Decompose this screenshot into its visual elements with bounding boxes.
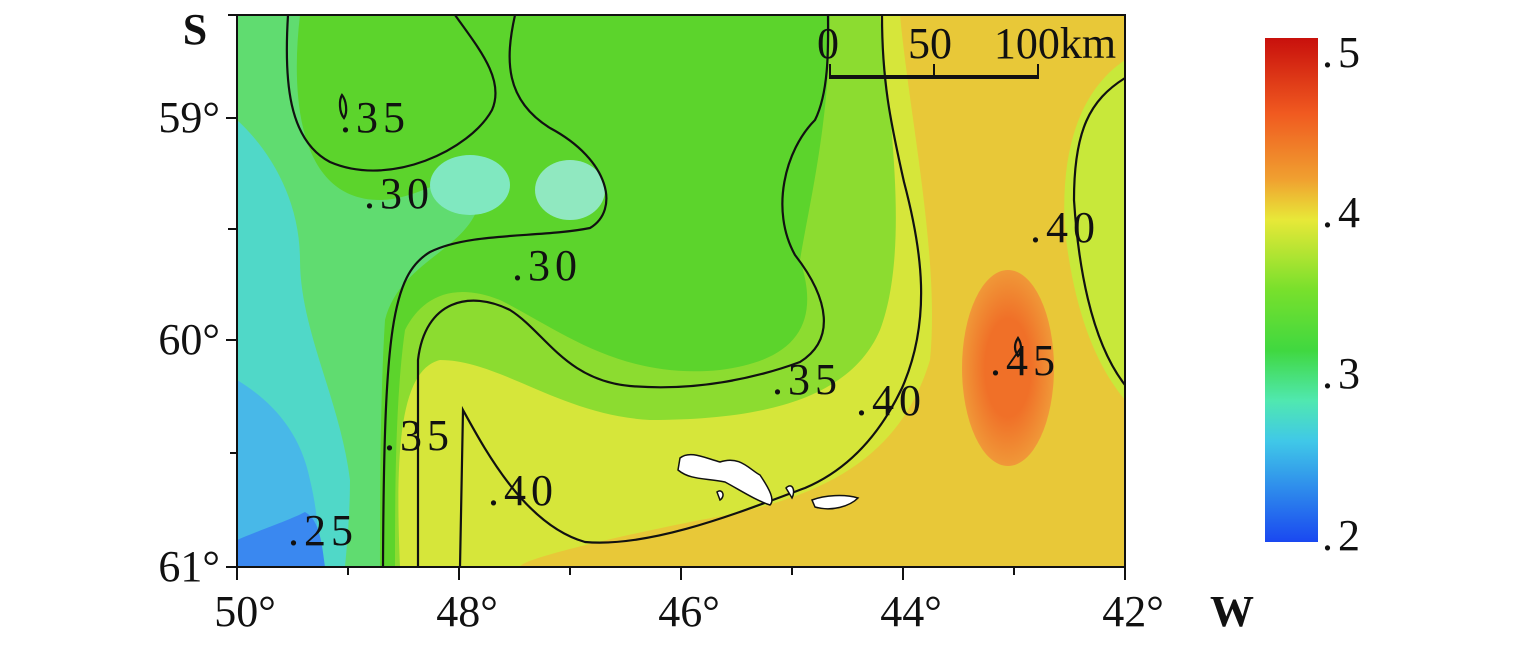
x-unit: W xyxy=(1210,587,1254,636)
y-unit: S xyxy=(183,5,207,54)
contour-label: .40 xyxy=(856,376,926,425)
x-tick-label: 42° xyxy=(1102,587,1164,636)
contour-label: .40 xyxy=(488,466,558,515)
colorbar-label: .2 xyxy=(1322,511,1365,560)
scale-label: 0 xyxy=(817,19,839,68)
scale-label: 50 xyxy=(908,19,952,68)
x-tick-label: 46° xyxy=(658,587,720,636)
contour-label: .35 xyxy=(384,411,454,460)
y-tick-label: 60° xyxy=(158,315,220,364)
y-tick-label: 59° xyxy=(158,93,220,142)
contour-label: .35 xyxy=(772,355,842,404)
contour-label: .30 xyxy=(512,241,582,290)
contour-label: .25 xyxy=(288,506,358,555)
y-tick-label: 61° xyxy=(158,542,220,591)
colorbar xyxy=(1265,38,1318,542)
contour-fill xyxy=(237,15,1125,567)
scale-label: 100km xyxy=(994,19,1116,68)
colorbar-label: .5 xyxy=(1322,28,1365,77)
contour-label: .45 xyxy=(990,336,1060,385)
axis-ticks xyxy=(226,14,1126,580)
contour-label: .30 xyxy=(364,169,434,218)
x-tick-label: 48° xyxy=(436,587,498,636)
x-tick-label: 50° xyxy=(214,587,276,636)
contour-label: .40 xyxy=(1030,203,1100,252)
contour-label: .35 xyxy=(340,93,410,142)
x-tick-label: 44° xyxy=(880,587,942,636)
scale-bar xyxy=(829,64,1039,79)
colorbar-label: .4 xyxy=(1322,188,1365,237)
colorbar-label: .3 xyxy=(1322,349,1365,398)
